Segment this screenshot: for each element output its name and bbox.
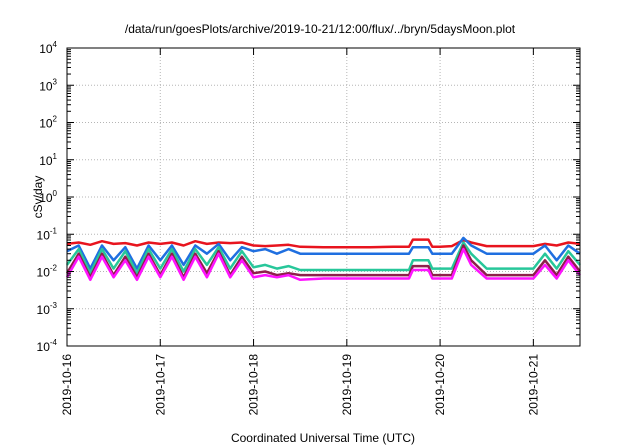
y-tick-label: 102: [39, 115, 57, 131]
y-tick-label: 103: [39, 77, 57, 93]
x-tick-label: 2019-10-16: [60, 354, 74, 416]
series-line-1: [66, 238, 581, 249]
series-layer: [65, 236, 581, 282]
series-line-4: [65, 244, 581, 279]
x-tick-label: 2019-10-18: [247, 354, 261, 416]
x-tick-label: 2019-10-21: [526, 354, 540, 416]
y-axis: 10-4 10-3 10-2 10-1 100 101 102 103 104: [37, 40, 580, 354]
grid-layer: [66, 48, 580, 346]
series-line-2: [66, 236, 581, 270]
series-line-3: [65, 241, 581, 275]
y-axis-label: cSv/day: [31, 176, 45, 219]
x-tick-label: 2019-10-20: [433, 354, 447, 416]
series-line-5: [65, 247, 581, 282]
y-tick-label: 100: [39, 189, 57, 205]
y-tick-label: 10-3: [37, 301, 58, 317]
chart-title: /data/run/goesPlots/archive/2019-10-21/1…: [124, 22, 516, 36]
x-axis-label: Coordinated Universal Time (UTC): [231, 431, 415, 445]
y-tick-label: 10-1: [37, 226, 58, 242]
y-tick-label: 10-4: [37, 338, 58, 354]
y-tick-label: 101: [39, 152, 57, 168]
x-tick-label: 2019-10-19: [340, 354, 354, 416]
x-axis: 2019-10-16 2019-10-17 2019-10-18 2019-10-19…: [60, 48, 540, 415]
y-tick-label: 104: [39, 40, 57, 56]
y-tick-label: 10-2: [37, 264, 58, 280]
x-tick-label: 2019-10-17: [153, 354, 167, 416]
plot-frame: [66, 47, 581, 347]
